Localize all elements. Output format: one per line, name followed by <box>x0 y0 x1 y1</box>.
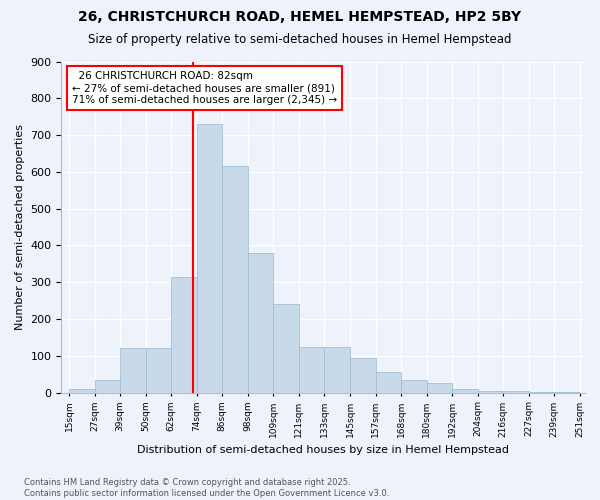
Bar <box>274 304 299 392</box>
Bar <box>350 358 376 392</box>
Bar <box>503 391 529 392</box>
Bar <box>146 348 171 393</box>
Text: 26 CHRISTCHURCH ROAD: 82sqm
← 27% of semi-detached houses are smaller (891)
71% : 26 CHRISTCHURCH ROAD: 82sqm ← 27% of sem… <box>72 72 337 104</box>
X-axis label: Distribution of semi-detached houses by size in Hemel Hempstead: Distribution of semi-detached houses by … <box>137 445 509 455</box>
Bar <box>248 253 274 392</box>
Bar <box>325 346 350 393</box>
Bar <box>95 380 120 392</box>
Text: Size of property relative to semi-detached houses in Hemel Hempstead: Size of property relative to semi-detach… <box>88 32 512 46</box>
Bar <box>401 380 427 392</box>
Bar <box>197 124 223 392</box>
Text: 26, CHRISTCHURCH ROAD, HEMEL HEMPSTEAD, HP2 5BY: 26, CHRISTCHURCH ROAD, HEMEL HEMPSTEAD, … <box>79 10 521 24</box>
Bar <box>452 389 478 392</box>
Bar <box>120 348 146 393</box>
Bar <box>427 384 452 392</box>
Bar <box>171 276 197 392</box>
Bar <box>299 346 325 393</box>
Text: Contains HM Land Registry data © Crown copyright and database right 2025.
Contai: Contains HM Land Registry data © Crown c… <box>24 478 389 498</box>
Bar <box>69 389 95 392</box>
Y-axis label: Number of semi-detached properties: Number of semi-detached properties <box>15 124 25 330</box>
Bar <box>223 166 248 392</box>
Bar <box>376 372 401 392</box>
Bar <box>478 391 503 392</box>
